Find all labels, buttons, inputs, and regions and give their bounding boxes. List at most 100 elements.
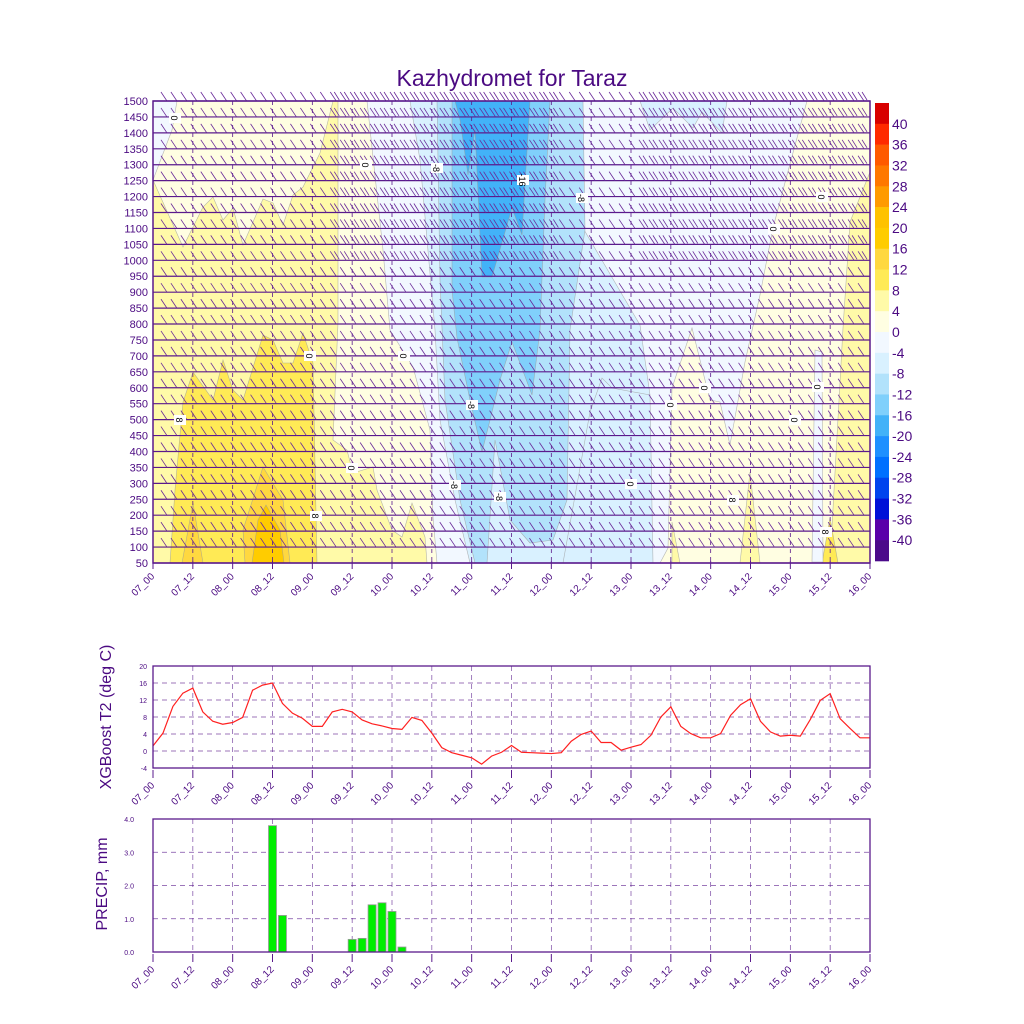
wind-barb bbox=[513, 235, 519, 244]
wind-barb bbox=[692, 235, 699, 244]
wind-barb bbox=[668, 251, 676, 261]
wind-barb bbox=[220, 505, 228, 516]
wind-barb bbox=[469, 155, 476, 165]
wind-barb bbox=[433, 155, 440, 164]
wind-barb bbox=[240, 378, 247, 388]
wind-barb bbox=[449, 107, 457, 118]
x-tick-label: 07_12 bbox=[170, 964, 198, 992]
wind-barb bbox=[668, 346, 676, 357]
wind-barb bbox=[359, 521, 367, 532]
wind-barb bbox=[523, 123, 529, 133]
wind-barb bbox=[429, 362, 437, 373]
wind-barb bbox=[778, 219, 785, 229]
wind-barb bbox=[638, 282, 646, 293]
wind-barb bbox=[642, 139, 649, 149]
wind-barb bbox=[379, 362, 387, 373]
wind-barb bbox=[768, 155, 775, 165]
wind-barb bbox=[333, 139, 340, 149]
wind-barb bbox=[668, 171, 676, 181]
wind-barb bbox=[250, 282, 257, 293]
wind-barb bbox=[423, 235, 430, 244]
wind-barb bbox=[768, 378, 775, 388]
wind-barb bbox=[373, 123, 380, 133]
wind-barb bbox=[270, 235, 277, 245]
wind-barb bbox=[389, 155, 397, 165]
wind-barb bbox=[768, 251, 775, 261]
wind-barb bbox=[310, 219, 317, 229]
wind-barb bbox=[503, 91, 509, 101]
wind-barb bbox=[797, 171, 805, 181]
wind-barb bbox=[230, 362, 237, 373]
wind-barb bbox=[469, 171, 476, 181]
wind-barb bbox=[519, 123, 526, 134]
wind-barb bbox=[300, 251, 307, 261]
contour-label: 8 bbox=[310, 513, 320, 518]
wind-barb bbox=[469, 91, 476, 102]
wind-barb bbox=[588, 123, 596, 134]
wind-barb bbox=[429, 251, 437, 261]
wind-barb bbox=[190, 362, 198, 373]
wind-barb bbox=[598, 267, 606, 277]
wind-barb bbox=[558, 394, 566, 404]
wind-barb bbox=[648, 107, 656, 118]
wind-barb bbox=[339, 410, 347, 420]
wind-barb bbox=[433, 91, 440, 101]
wind-barb bbox=[728, 235, 735, 245]
wind-barb bbox=[801, 171, 808, 180]
wind-barb bbox=[319, 123, 327, 134]
wind-barb bbox=[618, 346, 626, 357]
wind-barb bbox=[738, 187, 745, 197]
wind-barb bbox=[319, 155, 327, 165]
wind-barb bbox=[210, 537, 218, 548]
wind-barb bbox=[688, 394, 696, 404]
wind-barb bbox=[628, 139, 636, 150]
wind-barb bbox=[170, 378, 178, 388]
wind-barb bbox=[409, 490, 417, 500]
wind-barb bbox=[270, 155, 277, 165]
colorbar-label: -28 bbox=[892, 470, 912, 486]
wind-barb bbox=[479, 521, 486, 532]
wind-barb bbox=[479, 346, 486, 357]
wind-barb bbox=[578, 91, 586, 102]
wind-barb bbox=[339, 505, 347, 516]
wind-barb bbox=[180, 267, 188, 277]
wind-barb bbox=[837, 91, 845, 102]
wind-barb bbox=[393, 171, 400, 180]
contour-label-bg bbox=[466, 400, 478, 410]
wind-barb bbox=[712, 219, 719, 228]
wind-barb bbox=[738, 330, 745, 341]
wind-barb bbox=[493, 203, 499, 212]
wind-barb bbox=[333, 91, 340, 101]
wind-barb bbox=[588, 490, 596, 500]
wind-barb bbox=[210, 378, 218, 388]
wind-barb bbox=[483, 203, 489, 212]
wind-barb bbox=[652, 139, 659, 149]
wind-barb bbox=[692, 155, 699, 164]
wind-barb bbox=[642, 155, 649, 164]
wind-barb bbox=[220, 187, 228, 197]
wind-barb bbox=[280, 107, 287, 118]
wind-barb bbox=[748, 458, 755, 468]
wind-barb bbox=[300, 537, 307, 548]
wind-barb bbox=[329, 490, 337, 500]
wind-barb bbox=[758, 203, 765, 213]
wind-barb bbox=[473, 139, 480, 149]
wind-barb bbox=[837, 410, 845, 420]
y-tick-label: 450 bbox=[130, 431, 148, 443]
wind-barb bbox=[419, 251, 427, 261]
wind-barb bbox=[339, 187, 347, 197]
wind-barb bbox=[353, 155, 360, 164]
wind-barb bbox=[160, 282, 168, 293]
wind-barb bbox=[479, 187, 486, 197]
wind-barb bbox=[817, 474, 825, 484]
wind-barb bbox=[509, 394, 516, 404]
wind-barb bbox=[837, 394, 845, 404]
wind-barb bbox=[608, 362, 616, 373]
wind-barb bbox=[831, 187, 838, 196]
wind-barb bbox=[688, 490, 696, 500]
wind-barb bbox=[423, 251, 430, 260]
wind-barb bbox=[399, 155, 407, 165]
wind-barb bbox=[608, 91, 616, 102]
wind-barb bbox=[300, 330, 307, 341]
wind-barb bbox=[349, 123, 357, 134]
